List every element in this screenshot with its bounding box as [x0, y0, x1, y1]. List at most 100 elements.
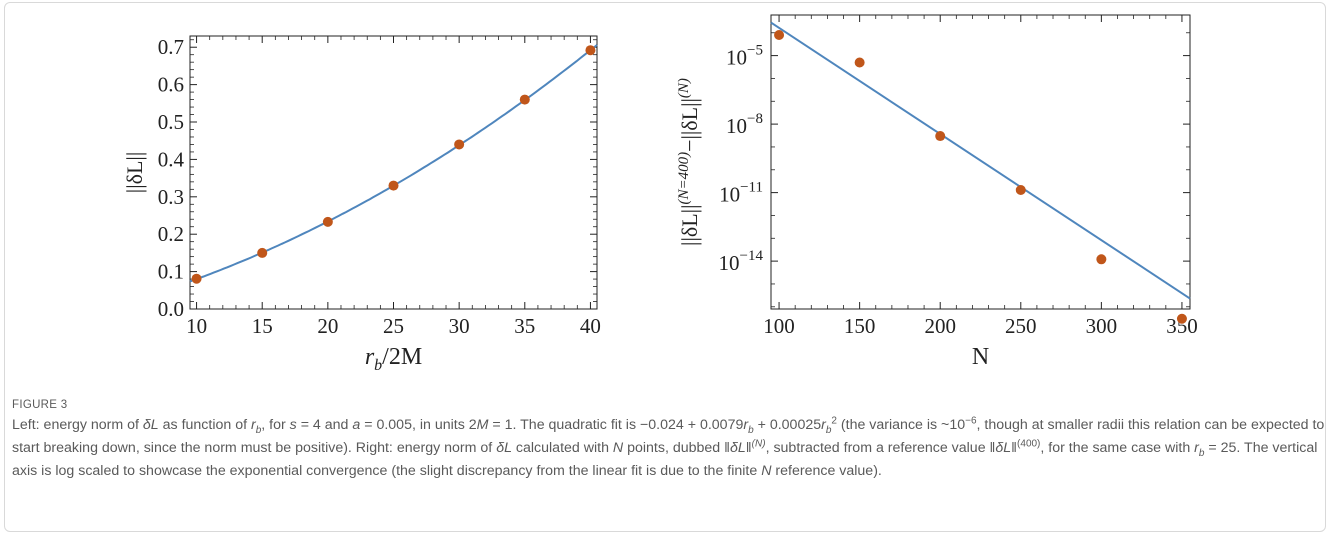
caption-math: N [761, 463, 772, 479]
caption-subscript: b [748, 424, 754, 436]
x-tick-label: 300 [1086, 314, 1118, 338]
y-tick-base: 10 [726, 46, 747, 70]
x-tick-label: 150 [844, 314, 876, 338]
caption-part: , though at smaller radii this relation … [12, 417, 1325, 456]
x-axis-label: rb/2M [365, 344, 422, 374]
x-tick-label: 250 [1005, 314, 1037, 338]
caption-math: s [289, 417, 297, 433]
caption-math: a [352, 417, 361, 433]
caption-part: calculated with [511, 440, 613, 456]
y-tick-label: 10−5 [726, 43, 763, 70]
caption-math: δL [142, 417, 159, 433]
y-axis-label-main: ||δL|| [677, 205, 702, 246]
y-tick-label: 0.0 [158, 297, 184, 321]
data-point [774, 29, 785, 40]
x-axis-label: N [972, 344, 989, 370]
chart-energy-norm-vs-radius: 10 15 20 25 30 35 40 0.0 0.1 0.2 0.3 0.4 0.5 0.6 0.7 rb… [122, 35, 601, 374]
data-point [1015, 185, 1026, 196]
y-tick-base: 10 [719, 251, 740, 275]
caption-part: ‖ [745, 440, 752, 456]
plot-frame [770, 14, 1191, 310]
caption-part: (the variance is ~10 [836, 417, 966, 433]
data-point [585, 45, 596, 56]
data-point [1096, 254, 1107, 265]
caption-part: = 0.005, in units 2 [360, 417, 477, 433]
caption-part: Left: energy norm of [12, 417, 143, 433]
x-axis-label-var: r [365, 344, 375, 370]
figure-caption: FIGURE 3 Left: energy norm of δL as func… [12, 396, 1328, 483]
data-point [388, 180, 399, 191]
y-axis-label: ||δL||(N=400)−||δL||(N) [676, 78, 702, 246]
caption-part: , for the same case with [1040, 440, 1195, 456]
caption-superscript: −6 [965, 415, 977, 427]
data-point [257, 247, 268, 258]
caption-superscript: 2 [831, 415, 837, 427]
y-tick-label: 0.6 [158, 73, 184, 97]
y-tick-label: 0.5 [158, 110, 184, 134]
x-tick-label: 30 [449, 314, 470, 338]
caption-math: δL [730, 440, 746, 456]
y-tick-label: 10−11 [719, 180, 763, 207]
y-axis-label: ||δL|| [122, 152, 147, 193]
x-tick-label: 200 [924, 314, 956, 338]
caption-part: reference value). [771, 463, 882, 479]
caption-text: Left: energy norm of δL as function of r… [12, 414, 1328, 483]
caption-part: = 1. The quadratic fit is −0.024 + 0.007… [488, 417, 744, 433]
figure-label: FIGURE 3 [12, 399, 68, 411]
caption-math: r [743, 417, 749, 433]
caption-superscript: (N) [751, 438, 766, 450]
caption-math: δL [496, 440, 512, 456]
caption-subscript: b [255, 424, 262, 436]
caption-math: r [250, 417, 256, 433]
caption-part: = 4 and [296, 417, 353, 433]
y-tick-base: 10 [719, 183, 740, 207]
fit-line [770, 21, 1191, 300]
figure-frame [4, 2, 1326, 532]
y-tick-label: 10−8 [726, 111, 763, 138]
data-point [519, 94, 530, 105]
y-tick-exponent: −5 [747, 43, 763, 59]
x-tick-label: 40 [580, 314, 601, 338]
y-tick-exponent: −14 [740, 248, 764, 264]
y-tick-base: 10 [726, 114, 747, 138]
plot-frame [189, 35, 598, 310]
data-point [854, 57, 865, 68]
caption-part: ‖ [1011, 440, 1018, 456]
x-tick-label: 100 [763, 314, 795, 338]
caption-math: N [612, 440, 624, 456]
caption-part: points, dubbed ‖ [623, 440, 731, 456]
caption-part: = 25. The vertical axis is log scaled to… [12, 440, 1318, 479]
caption-part: , for [261, 417, 290, 433]
caption-subscript: b [1198, 447, 1205, 459]
caption-math: r [821, 417, 826, 433]
fit-curve [189, 44, 598, 283]
x-tick-label: 25 [383, 314, 404, 338]
y-tick-label: 0.1 [158, 260, 184, 284]
caption-part: as function of [158, 417, 251, 433]
chart-convergence-vs-N: 100 150 200 250 300 35010−510−810−1110−14N||δ… [676, 14, 1198, 370]
y-axis-label-mid: −||δL|| [677, 98, 702, 152]
data-point [454, 139, 465, 150]
y-tick-label: 0.3 [158, 185, 184, 209]
caption-math: r [1194, 440, 1199, 456]
data-point [1176, 313, 1187, 324]
x-axis-label-sub: b [374, 357, 382, 374]
caption-part: + 0.00025 [753, 417, 822, 433]
caption-part: , subtracted from a reference value ‖ [765, 440, 996, 456]
x-tick-label: 10 [186, 314, 207, 338]
data-point [935, 131, 946, 142]
x-tick-label: 15 [252, 314, 273, 338]
caption-superscript: (400) [1017, 438, 1041, 450]
y-tick-exponent: −11 [740, 180, 763, 196]
caption-math: M [476, 417, 489, 433]
y-tick-label: 10−14 [719, 248, 764, 275]
y-axis-label-sup: (N=400) [676, 152, 692, 205]
y-tick-label: 0.2 [158, 222, 184, 246]
y-tick-label: 0.4 [158, 147, 185, 171]
caption-subscript: b [825, 424, 832, 436]
y-axis-label-sup: (N) [676, 78, 692, 98]
data-point [191, 273, 202, 284]
x-axis-label-rest: /2M [382, 344, 422, 370]
y-tick-label: 0.7 [158, 35, 184, 59]
figure-plots: 10 15 20 25 30 35 40 0.0 0.1 0.2 0.3 0.4 0.5 0.6 0.7 rb… [122, 14, 1198, 374]
